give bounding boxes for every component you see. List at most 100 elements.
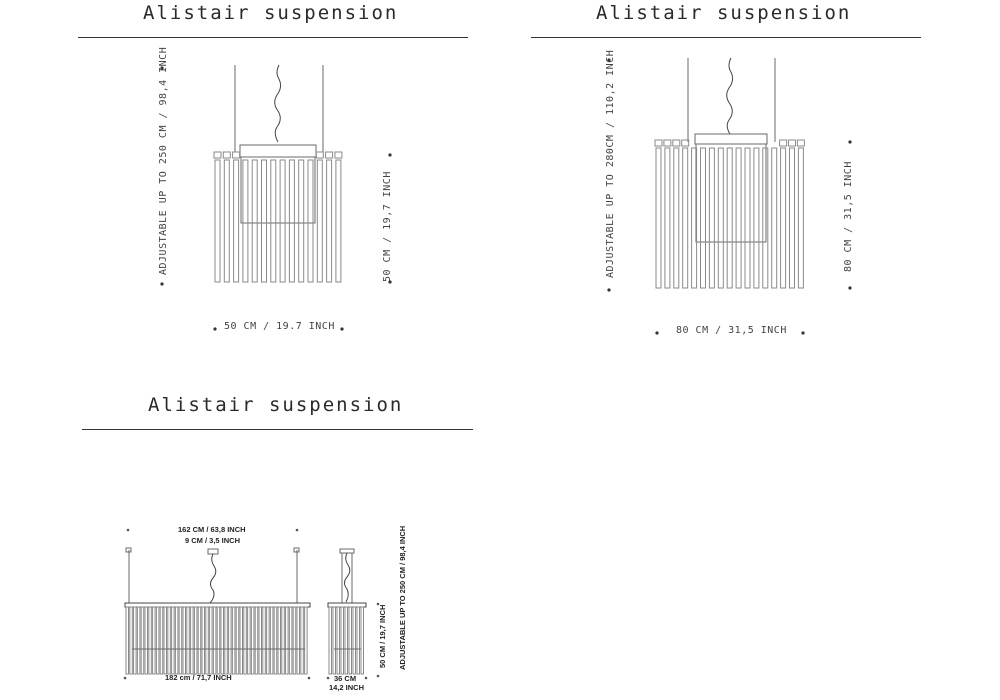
tube bbox=[254, 606, 259, 675]
p2-canopy bbox=[694, 133, 768, 145]
tube bbox=[288, 606, 293, 675]
p3-top-width-label: 162 CM / 63,8 INCH bbox=[178, 525, 246, 534]
tube bbox=[247, 606, 251, 675]
panel-1-drawing: ADJUSTABLE UP TO 250 CM / 98,4 INCH 50 C… bbox=[158, 47, 393, 332]
tube bbox=[682, 147, 689, 289]
tube bbox=[250, 606, 255, 675]
p3-power-cord bbox=[209, 553, 217, 604]
tube bbox=[155, 606, 160, 675]
p1-inner-frame bbox=[240, 156, 316, 224]
panel-3-title-text: Alistair suspension bbox=[148, 394, 404, 416]
panel-3-title: Alistair suspension bbox=[148, 394, 403, 416]
tube bbox=[216, 606, 221, 675]
tube bbox=[326, 159, 333, 283]
p1-body-height-label: 50 CM / 19,7 INCH bbox=[382, 171, 393, 282]
tube-cap bbox=[672, 139, 681, 147]
tube bbox=[762, 147, 769, 289]
p3-body-height-label: 50 CM / 19,7 INCH bbox=[378, 605, 387, 668]
p1-width-dot-right bbox=[340, 327, 344, 331]
tube bbox=[235, 606, 240, 675]
tube bbox=[190, 606, 194, 675]
p3-side-power-cord bbox=[344, 552, 351, 603]
tube bbox=[266, 606, 270, 675]
tube bbox=[243, 606, 247, 675]
p3-body-dot-right bbox=[307, 676, 311, 680]
tube bbox=[655, 147, 662, 289]
tube bbox=[129, 606, 133, 675]
p3-top-dot-left bbox=[126, 528, 130, 532]
tube bbox=[780, 147, 787, 289]
tube bbox=[304, 606, 308, 675]
tube bbox=[205, 606, 209, 675]
tube bbox=[340, 606, 344, 675]
tube bbox=[298, 159, 305, 283]
panel-2-divider bbox=[531, 37, 921, 38]
p3-body-width-label: 182 cm / 71,7 INCH bbox=[165, 673, 232, 682]
tube bbox=[212, 606, 217, 675]
p1-width-dot-left bbox=[213, 327, 217, 331]
tube-cap bbox=[681, 139, 690, 147]
p2-tubes bbox=[654, 139, 805, 289]
tube-cap bbox=[663, 139, 672, 147]
tube bbox=[159, 606, 164, 675]
tube bbox=[174, 606, 179, 675]
tube bbox=[279, 159, 286, 283]
tube bbox=[220, 606, 224, 675]
tube bbox=[258, 606, 262, 675]
p1-tubes bbox=[213, 151, 343, 283]
tube-cap bbox=[222, 151, 231, 159]
p1-height-label: ADJUSTABLE UP TO 250 CM / 98,4 INCH bbox=[158, 47, 169, 275]
p2-inner-frame bbox=[695, 143, 767, 243]
p3-body-bar bbox=[124, 602, 311, 608]
tube bbox=[296, 606, 300, 675]
panel-1-title: Alistair suspension bbox=[143, 2, 398, 24]
p2-width-dot-right bbox=[801, 331, 805, 335]
tube bbox=[735, 147, 742, 289]
p1-width-label: 50 CM / 19.7 INCH bbox=[224, 321, 335, 332]
p3-tubes bbox=[125, 606, 308, 675]
tube bbox=[209, 606, 213, 675]
tube bbox=[251, 159, 258, 283]
tube bbox=[328, 606, 332, 675]
tube bbox=[125, 606, 129, 675]
p3-body-dot-left bbox=[123, 676, 127, 680]
p3-side-tubes bbox=[328, 606, 364, 675]
tube-cap bbox=[232, 151, 241, 159]
p1-power-cord bbox=[274, 64, 282, 143]
tube bbox=[148, 606, 152, 675]
tube bbox=[167, 606, 171, 675]
p3-depth-label-inch: 14,2 INCH bbox=[329, 683, 364, 692]
p3-height-label: ADJUSTABLE UP TO 250 CM / 98,4 INCH bbox=[398, 526, 407, 670]
p3-cable-cap-right bbox=[293, 547, 300, 553]
p3-depth-dot-right bbox=[364, 676, 368, 680]
p2-body-height-label: 80 CM / 31,5 INCH bbox=[843, 161, 854, 272]
tube bbox=[193, 606, 198, 675]
tube-cap bbox=[788, 139, 796, 147]
p3-canopy-label: 9 CM / 3,5 INCH bbox=[185, 536, 240, 545]
tube-cap bbox=[213, 151, 222, 159]
tube bbox=[348, 606, 352, 675]
tube bbox=[152, 606, 156, 675]
tube-cap bbox=[654, 139, 663, 147]
tube bbox=[239, 606, 243, 675]
tube bbox=[344, 606, 348, 675]
panel-2-drawing: ADJUSTABLE UP TO 280CM / 110,2 INCH 80 C… bbox=[605, 50, 854, 336]
p2-power-cord bbox=[726, 57, 734, 135]
tube bbox=[186, 606, 190, 675]
p1-canopy bbox=[239, 144, 317, 158]
tube bbox=[285, 606, 289, 675]
panel-2-title: Alistair suspension bbox=[596, 2, 851, 24]
p2-body-dot-top bbox=[848, 140, 852, 144]
p3-depth-label-cm: 36 CM bbox=[334, 674, 356, 683]
tube bbox=[356, 606, 360, 675]
p2-height-dot-top bbox=[607, 58, 611, 62]
tube-cap bbox=[334, 151, 343, 159]
tube-cap bbox=[796, 139, 805, 147]
p3-side-canopy bbox=[339, 548, 355, 554]
p3-canopy bbox=[207, 548, 219, 555]
p1-height-dot-bottom bbox=[160, 282, 164, 286]
panel-3-divider bbox=[82, 429, 473, 430]
tube bbox=[270, 159, 277, 283]
tube bbox=[223, 159, 230, 283]
tube bbox=[242, 159, 249, 283]
